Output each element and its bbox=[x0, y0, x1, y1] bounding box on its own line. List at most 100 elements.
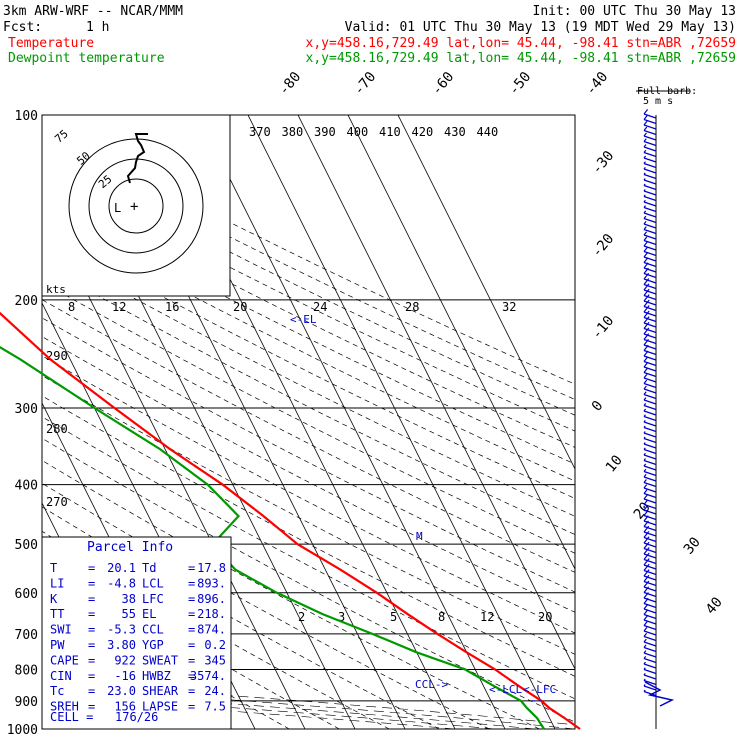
wind-barb bbox=[643, 437, 657, 444]
isotherm-line bbox=[397, 115, 575, 470]
parcel-param-equals: = bbox=[188, 607, 195, 621]
wind-barb-flag bbox=[643, 627, 648, 632]
parcel-param-name: CIN bbox=[50, 669, 72, 683]
wind-barb-flag bbox=[643, 656, 647, 659]
mixing-ratio-label-lower: 5 bbox=[390, 610, 397, 624]
wind-barb-flag bbox=[643, 621, 648, 626]
wind-barb-flag bbox=[643, 592, 649, 599]
dry-adiabat-line bbox=[42, 123, 575, 385]
wind-barb bbox=[643, 619, 657, 625]
theta-label: 400 bbox=[347, 125, 369, 139]
mixing-ratio-label: 24 bbox=[313, 300, 327, 314]
parcel-param-name: HWBZ bbox=[142, 669, 171, 683]
wind-barb bbox=[643, 366, 657, 372]
wind-barb-flag bbox=[643, 563, 650, 571]
wind-barb bbox=[643, 184, 657, 191]
wind-barb-flag bbox=[643, 673, 646, 676]
wind-barb bbox=[643, 393, 657, 400]
wind-barb-flag bbox=[643, 267, 649, 274]
theta-label: 390 bbox=[314, 125, 336, 139]
wind-barb bbox=[643, 173, 657, 180]
wind-barb-flag bbox=[643, 356, 649, 362]
parcel-param-name: LFC bbox=[142, 592, 164, 606]
wind-barb bbox=[643, 432, 657, 438]
wind-barb-flag bbox=[643, 397, 647, 401]
wind-barb bbox=[643, 118, 657, 125]
wind-barb-flag bbox=[643, 373, 648, 379]
wind-barb bbox=[643, 630, 657, 636]
mixing-ratio-label-lower: 2 bbox=[298, 610, 305, 624]
parcel-param-name: SREH bbox=[50, 700, 79, 714]
wind-barb bbox=[643, 415, 657, 422]
wind-barb bbox=[643, 608, 657, 614]
wind-barb-flag bbox=[643, 283, 650, 291]
parcel-param-equals: = bbox=[88, 684, 95, 698]
wind-barb bbox=[643, 217, 657, 224]
wind-barb-flag bbox=[643, 644, 647, 648]
wind-barb bbox=[643, 239, 657, 246]
wind-barb bbox=[643, 641, 657, 647]
wind-barb bbox=[643, 679, 657, 686]
wind-barb bbox=[643, 157, 657, 163]
theta-label: 440 bbox=[477, 125, 499, 139]
ccl-marker: CCL-> bbox=[415, 678, 448, 691]
pressure-tick-label: 400 bbox=[15, 479, 38, 494]
mixing-ratio-label: 12 bbox=[112, 300, 126, 314]
isotherm-line bbox=[297, 115, 575, 670]
wind-barb-flag bbox=[643, 436, 646, 439]
hodograph: + L 25 50 75 kts bbox=[41, 114, 231, 297]
wind-barb bbox=[643, 311, 657, 317]
m-marker: M bbox=[416, 530, 423, 543]
wind-barb bbox=[643, 591, 657, 598]
wind-barb bbox=[643, 663, 657, 669]
wind-barb-flag bbox=[643, 138, 647, 142]
wind-barb bbox=[643, 646, 657, 653]
parcel-param-value: 24. bbox=[204, 684, 226, 698]
wind-barb-flag bbox=[643, 246, 648, 252]
parcel-param-value: 3574. bbox=[190, 669, 226, 683]
wind-barb bbox=[643, 124, 657, 130]
wind-barb bbox=[643, 388, 657, 394]
wind-barb-flag bbox=[643, 580, 650, 588]
parcel-param-value: -16 bbox=[114, 669, 136, 683]
parcel-cell-value: 176/26 bbox=[115, 710, 158, 724]
wind-barb bbox=[643, 129, 657, 136]
wind-barb-flag bbox=[643, 632, 648, 637]
wind-barb bbox=[643, 674, 657, 680]
parcel-param-equals: = bbox=[88, 576, 95, 590]
wind-barb bbox=[643, 443, 657, 449]
dry-adiabat-line bbox=[42, 437, 575, 723]
parcel-param-equals: = bbox=[188, 623, 195, 637]
wind-barb-flag bbox=[643, 321, 650, 329]
wind-barb bbox=[643, 256, 657, 262]
wind-barb-flag bbox=[643, 385, 647, 390]
wind-barb-flag bbox=[643, 305, 650, 313]
wind-barb-lower bbox=[644, 681, 675, 707]
wind-barb-column bbox=[643, 109, 675, 729]
wind-barb-flag bbox=[643, 536, 650, 544]
isotherm-label: 30 bbox=[681, 534, 704, 557]
mixing-ratio-label: 32 bbox=[502, 300, 516, 314]
wind-barb bbox=[643, 503, 657, 510]
wind-barb-flag bbox=[643, 609, 649, 615]
wind-barb-flag bbox=[643, 344, 649, 351]
wind-barb bbox=[643, 162, 657, 169]
isotherm-line bbox=[247, 115, 556, 729]
wind-barb-flag bbox=[643, 215, 647, 219]
wind-barb bbox=[643, 498, 657, 504]
parcel-param-equals: = bbox=[188, 561, 195, 575]
parcel-param-value: 0.2 bbox=[204, 638, 226, 652]
wind-barb-flag bbox=[643, 650, 647, 654]
wind-barb bbox=[643, 146, 657, 152]
wind-barb bbox=[643, 322, 657, 328]
wind-barb bbox=[643, 228, 657, 235]
wind-barb bbox=[643, 195, 657, 202]
wind-barb-flag bbox=[643, 402, 647, 406]
wind-barb-flag bbox=[643, 109, 649, 115]
wind-barb bbox=[643, 135, 657, 141]
wind-barb-flag bbox=[643, 241, 648, 247]
isotherm-label: -20 bbox=[589, 231, 618, 261]
wind-barb bbox=[643, 261, 657, 268]
parcel-param-equals: = bbox=[188, 684, 195, 698]
